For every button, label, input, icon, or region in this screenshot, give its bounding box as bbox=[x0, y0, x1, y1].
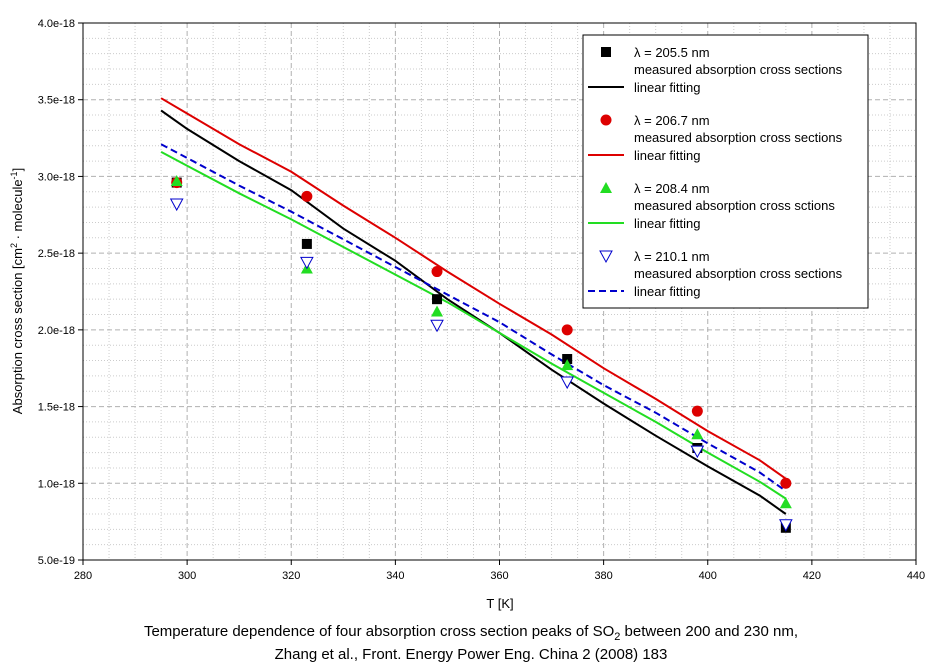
data-point-series-3 bbox=[561, 359, 574, 371]
legend-marker-series-3 bbox=[600, 182, 612, 193]
legend-name-series-3: λ = 208.4 nm bbox=[634, 181, 710, 196]
caption-line-1-sub: 2 bbox=[614, 631, 621, 643]
legend-name-series-2: λ = 206.7 nm bbox=[634, 113, 710, 128]
data-markers bbox=[169, 175, 793, 533]
data-point-series-1 bbox=[432, 294, 443, 305]
x-tick-label: 420 bbox=[803, 570, 821, 582]
data-point-series-4 bbox=[169, 198, 184, 212]
y-tick-label: 4.0e-18 bbox=[38, 18, 75, 30]
data-point-series-2 bbox=[301, 190, 313, 202]
axis-ticks: 280 300 320 340 360 380 400 420 440 5.0e-19 1.0e-1… bbox=[38, 18, 925, 582]
caption-line-1-post: between 200 and 230 nm, bbox=[620, 623, 799, 640]
x-tick-label: 400 bbox=[699, 570, 717, 582]
legend-name-series-1: λ = 205.5 nm bbox=[634, 45, 710, 60]
x-tick-label: 380 bbox=[594, 570, 612, 582]
data-point-series-3 bbox=[691, 428, 704, 440]
data-point-series-2 bbox=[431, 266, 443, 278]
y-tick-label: 3.5e-18 bbox=[38, 95, 75, 107]
data-point-series-4 bbox=[560, 376, 575, 390]
data-point-series-2 bbox=[780, 477, 792, 489]
legend-fit-label-series-3: linear fitting bbox=[634, 216, 700, 231]
x-axis-title: T [K] bbox=[486, 596, 513, 611]
legend-fit-label-series-2: linear fitting bbox=[634, 148, 700, 163]
legend-box bbox=[582, 34, 869, 309]
legend-fit-label-series-4: linear fitting bbox=[634, 284, 700, 299]
fit-line-series-1 bbox=[160, 109, 787, 515]
chart-svg: 280 300 320 340 360 380 400 420 440 5.0e-19 1.0e-1… bbox=[9, 18, 925, 611]
figure-caption-line-2: Zhang et al., Front. Energy Power Eng. C… bbox=[274, 646, 668, 663]
figure-caption-line-1: Temperature dependence of four absorptio… bbox=[0, 623, 942, 643]
data-point-series-1 bbox=[301, 238, 312, 249]
y-tick-label: 1.0e-18 bbox=[38, 478, 75, 490]
legend: λ = 205.5 nm measured absorption cross se… bbox=[582, 34, 869, 309]
legend-points-label-series-3: measured absorption cross sctions bbox=[634, 198, 835, 213]
y-axis-title-main: Absorption cross section [cm bbox=[10, 248, 25, 414]
y-axis-title: Absorption cross section [cm2 · molecule… bbox=[9, 168, 25, 414]
legend-points-label-series-1: measured absorption cross sections bbox=[634, 62, 843, 77]
x-tick-label: 340 bbox=[386, 570, 404, 582]
legend-points-label-series-4: measured absorption cross sections bbox=[634, 266, 843, 281]
data-point-series-3 bbox=[431, 305, 444, 317]
x-tick-label: 320 bbox=[282, 570, 300, 582]
y-axis-title-mid: · molecule bbox=[10, 179, 25, 243]
x-tick-label: 300 bbox=[178, 570, 196, 582]
data-point-series-4 bbox=[779, 519, 793, 532]
legend-marker-series-2 bbox=[600, 114, 612, 126]
data-point-series-3 bbox=[779, 497, 792, 509]
data-point-series-3 bbox=[170, 175, 183, 187]
y-axis-title-sup1: 2 bbox=[9, 243, 19, 248]
data-point-series-4 bbox=[300, 256, 314, 270]
fit-line-series-4 bbox=[160, 143, 787, 492]
caption-line-1-pre: Temperature dependence of four absorptio… bbox=[143, 623, 615, 640]
data-point-series-1 bbox=[562, 354, 573, 365]
x-tick-label: 280 bbox=[74, 570, 92, 582]
y-tick-label: 5.0e-19 bbox=[38, 555, 75, 567]
legend-marker-series-1 bbox=[601, 47, 611, 57]
data-point-series-4 bbox=[690, 445, 705, 459]
x-tick-label: 440 bbox=[907, 570, 925, 582]
y-tick-label: 2.5e-18 bbox=[38, 248, 75, 260]
y-tick-label: 1.5e-18 bbox=[38, 402, 75, 414]
fit-line-series-2 bbox=[160, 97, 787, 480]
x-tick-label: 360 bbox=[490, 570, 508, 582]
data-point-series-2 bbox=[691, 405, 703, 417]
data-point-series-2 bbox=[561, 324, 573, 336]
legend-fit-label-series-1: linear fitting bbox=[634, 80, 700, 95]
legend-name-series-4: λ = 210.1 nm bbox=[634, 249, 710, 264]
legend-marker-series-4 bbox=[599, 250, 613, 264]
y-tick-label: 3.0e-18 bbox=[38, 171, 75, 183]
y-tick-label: 2.0e-18 bbox=[38, 325, 75, 337]
legend-points-label-series-2: measured absorption cross sections bbox=[634, 130, 843, 145]
y-axis-title-end: ] bbox=[10, 168, 25, 172]
data-point-series-4 bbox=[430, 319, 444, 333]
y-axis-title-sup2: -1 bbox=[9, 171, 19, 179]
